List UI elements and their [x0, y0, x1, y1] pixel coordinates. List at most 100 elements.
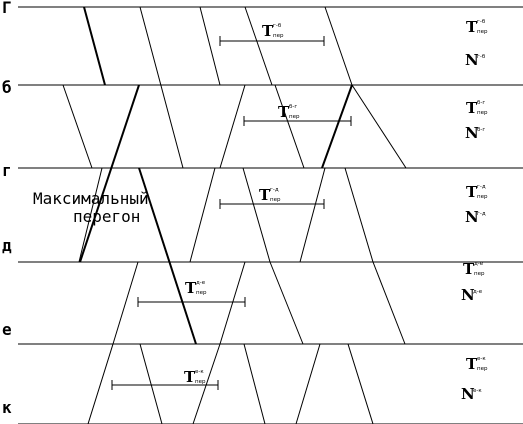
n-superscript: б-г — [477, 127, 485, 133]
train-paths-bold — [79, 6, 353, 345]
interval-brackets — [111, 36, 352, 390]
n-symbol: N — [465, 208, 479, 226]
station-lines — [18, 6, 523, 424]
t-subscript: пер — [477, 110, 488, 116]
t-symbol: T — [466, 355, 478, 373]
train-path — [269, 261, 304, 345]
right-t-label-1: T г-б пер — [466, 18, 488, 36]
train-path — [192, 343, 221, 424]
station-labels: Г б г д е к — [2, 0, 12, 417]
train-path — [199, 6, 221, 86]
t-subscript: пер — [270, 197, 281, 203]
right-n-label-1: N г-б — [465, 51, 486, 69]
train-path — [78, 167, 103, 263]
max-segment-caption: Максимальный перегон — [33, 189, 149, 226]
n-symbol: N — [465, 51, 479, 69]
train-path — [243, 343, 266, 424]
t-subscript: пер — [196, 290, 207, 296]
n-symbol: N — [461, 385, 475, 403]
train-path — [274, 84, 305, 169]
right-n-label-3: N г-д — [465, 208, 486, 226]
t-superscript: д-е — [196, 280, 206, 286]
right-labels: T г-б пер N г-б T б-г пер N б-г T г-д пе… — [461, 18, 488, 403]
station-label-6: к — [2, 398, 12, 417]
right-n-label-2: N б-г — [465, 124, 485, 142]
train-path — [244, 6, 273, 86]
train-path — [347, 343, 374, 424]
train-path — [242, 167, 271, 263]
t-superscript: б-г — [477, 100, 485, 106]
t-superscript: д-е — [474, 261, 484, 267]
train-path — [219, 261, 246, 345]
t-superscript: е-к — [477, 356, 486, 362]
n-superscript: г-б — [477, 54, 486, 60]
train-path — [372, 261, 406, 345]
station-label-1: Г — [2, 0, 12, 17]
n-superscript: г-д — [477, 211, 486, 217]
train-path — [219, 84, 246, 169]
n-symbol: N — [465, 124, 479, 142]
interval-bracket-5 — [111, 380, 219, 390]
interval-bracket-4 — [137, 297, 246, 307]
train-path — [139, 343, 163, 424]
t-symbol: T — [466, 18, 478, 36]
t-superscript: г-д — [270, 187, 279, 193]
t-subscript: пер — [289, 114, 300, 120]
train-path — [87, 343, 114, 424]
t-subscript: пер — [273, 33, 284, 39]
t-superscript: е-к — [195, 369, 204, 375]
station-label-3: г — [2, 161, 12, 180]
train-path — [112, 261, 139, 345]
t-symbol: T — [466, 183, 478, 201]
interval-label-3: T г-д пер — [259, 186, 281, 204]
n-superscript: е-к — [473, 388, 482, 394]
interval-bracket-1 — [219, 36, 325, 46]
train-path — [139, 6, 184, 169]
train-paths-thin — [62, 6, 407, 424]
right-t-label-2: T б-г пер — [466, 99, 488, 117]
caption-line-1: Максимальный — [33, 189, 149, 208]
interval-label-2: T б-г пер — [278, 103, 300, 121]
station-label-2: б — [2, 78, 12, 97]
t-subscript: пер — [477, 366, 488, 372]
train-path-bold — [83, 6, 106, 86]
t-symbol: T — [278, 103, 290, 121]
t-superscript: г-б — [477, 19, 486, 25]
train-path — [295, 343, 321, 424]
right-t-label-3: T г-д пер — [466, 183, 488, 201]
interval-label-4: T д-е пер — [185, 279, 207, 297]
station-label-5: е — [2, 320, 12, 339]
t-superscript: г-б — [273, 23, 282, 29]
right-n-label-4: N д-е — [461, 286, 483, 304]
interval-label-5: T е-к пер — [184, 368, 206, 386]
interval-bracket-2 — [243, 116, 352, 126]
t-subscript: пер — [477, 29, 488, 35]
n-superscript: д-е — [473, 289, 483, 295]
train-path-bold — [138, 167, 197, 345]
train-path — [351, 84, 407, 169]
train-path-bold — [79, 84, 140, 263]
train-path — [324, 6, 353, 86]
station-label-4: д — [2, 236, 12, 255]
t-superscript: б-г — [289, 104, 297, 110]
t-superscript: г-д — [477, 184, 486, 190]
right-t-label-4: T д-е пер — [463, 260, 485, 278]
n-symbol: N — [461, 286, 475, 304]
t-subscript: пер — [195, 379, 206, 385]
t-subscript: пер — [477, 194, 488, 200]
t-symbol: T — [463, 260, 475, 278]
right-n-label-5: N е-к — [461, 385, 482, 403]
train-path — [189, 167, 216, 263]
caption-line-2: перегон — [73, 207, 140, 226]
interval-label-1: T г-б пер — [262, 22, 284, 40]
train-path — [344, 167, 374, 263]
t-symbol: T — [466, 99, 478, 117]
train-path — [62, 84, 93, 169]
train-path — [299, 167, 326, 263]
interval-labels: T г-б пер T б-г пер T г-д пер T д-е пер … — [184, 22, 300, 386]
interval-bracket-3 — [219, 199, 325, 209]
t-symbol: T — [262, 22, 274, 40]
t-symbol: T — [184, 368, 196, 386]
right-t-label-5: T е-к пер — [466, 355, 488, 373]
